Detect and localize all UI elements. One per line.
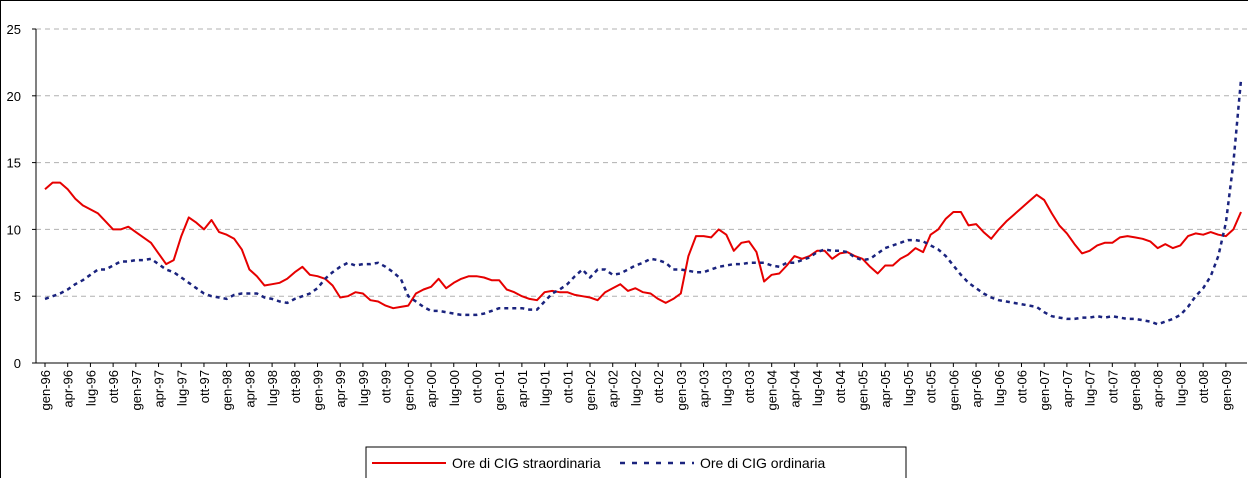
x-tick-label: lug-03: [719, 370, 734, 406]
x-tick-label: gen-01: [492, 370, 507, 410]
x-tick-label: gen-96: [38, 370, 53, 410]
x-tick-label: apr-03: [697, 370, 712, 408]
x-tick-label: gen-04: [765, 370, 780, 410]
x-tick-label: lug-01: [538, 370, 553, 406]
x-tick-label: ott-04: [833, 370, 848, 403]
x-tick-label: lug-05: [901, 370, 916, 406]
legend-label: Ore di CIG ordinaria: [700, 455, 825, 471]
x-tick-label: ott-05: [924, 370, 939, 403]
series-line: [44, 181, 1242, 310]
x-tick-label: apr-06: [969, 370, 984, 408]
y-tick-label: 25: [7, 22, 21, 37]
x-tick-label: ott-98: [288, 370, 303, 403]
series-line: [44, 79, 1243, 326]
x-tick-label: apr-07: [1060, 370, 1075, 408]
x-tick-label: apr-04: [787, 370, 802, 408]
x-tick-label: gen-03: [674, 370, 689, 410]
x-tick-label: lug-99: [356, 370, 371, 406]
x-tick-label: ott-00: [469, 370, 484, 403]
x-tick-label: lug-00: [447, 370, 462, 406]
x-tick-label: ott-03: [742, 370, 757, 403]
x-tick-label: lug-02: [628, 370, 643, 406]
x-tick-label: ott-06: [1014, 370, 1029, 403]
x-tick-label: lug-97: [174, 370, 189, 406]
x-tick-label: apr-05: [878, 370, 893, 408]
x-tick-label: apr-00: [424, 370, 439, 408]
x-tick-label: ott-07: [1105, 370, 1120, 403]
x-tick-label: gen-09: [1219, 370, 1234, 410]
x-tick-label: apr-98: [242, 370, 257, 408]
x-tick-label: lug-08: [1173, 370, 1188, 406]
x-tick-label: ott-08: [1196, 370, 1211, 403]
x-tick-label: apr-01: [515, 370, 530, 408]
x-tick-label: apr-97: [152, 370, 167, 408]
x-tick-label: apr-99: [333, 370, 348, 408]
x-tick-label: gen-00: [401, 370, 416, 410]
legend-label: Ore di CIG straordinaria: [452, 455, 601, 471]
x-tick-label: lug-06: [992, 370, 1007, 406]
x-tick-label: gen-98: [220, 370, 235, 410]
x-tick-label: gen-08: [1128, 370, 1143, 410]
x-tick-label: lug-04: [810, 370, 825, 406]
x-tick-label: ott-99: [379, 370, 394, 403]
y-tick-label: 0: [14, 356, 21, 371]
x-tick-label: ott-01: [560, 370, 575, 403]
y-tick-label: 20: [7, 89, 21, 104]
x-tick-label: gen-99: [311, 370, 326, 410]
x-tick-label: ott-96: [106, 370, 121, 403]
x-tick-label: lug-98: [265, 370, 280, 406]
x-tick-label: lug-96: [83, 370, 98, 406]
legend: Ore di CIG straordinaria Ore di CIG ordin…: [365, 446, 907, 478]
y-tick-label: 15: [7, 156, 21, 171]
x-tick-label: ott-02: [651, 370, 666, 403]
x-tick-label: ott-97: [197, 370, 212, 403]
x-tick-label: gen-02: [583, 370, 598, 410]
x-tick-label: gen-97: [129, 370, 144, 410]
x-tick-label: apr-96: [61, 370, 76, 408]
x-tick-label: lug-07: [1083, 370, 1098, 406]
x-tick-label: gen-05: [856, 370, 871, 410]
y-tick-label: 5: [14, 289, 21, 304]
x-tick-label: apr-08: [1151, 370, 1166, 408]
x-tick-label: apr-02: [606, 370, 621, 408]
y-tick-label: 10: [7, 222, 21, 237]
x-tick-label: gen-06: [946, 370, 961, 410]
x-tick-label: gen-07: [1037, 370, 1052, 410]
